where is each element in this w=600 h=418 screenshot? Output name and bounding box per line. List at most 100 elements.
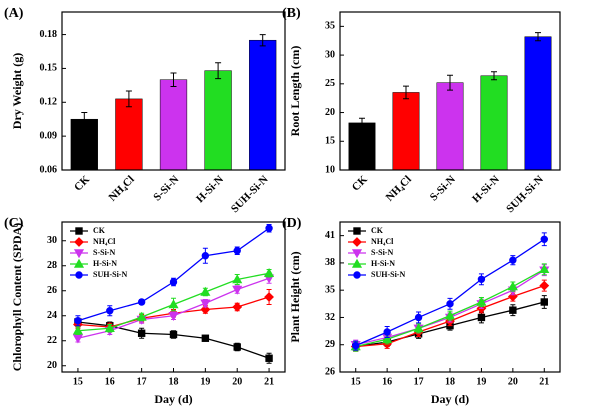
y-axis-label: Dry Weight (g): [10, 53, 24, 129]
marker: [74, 317, 82, 325]
panel: (A) Dry Weight (g) 0.06 0.09 0.12 0.15 0.18 CK N…: [4, 6, 286, 215]
marker: [383, 328, 391, 336]
marker: [509, 306, 517, 314]
marker: [137, 329, 146, 337]
x-tick-label: 18: [169, 376, 179, 387]
x-tick-label: H-Si-N: [194, 173, 226, 205]
bar: [249, 39, 277, 171]
y-tick-label: 15: [325, 136, 335, 147]
bar: [436, 82, 464, 171]
marker: [168, 299, 179, 309]
legend-label: S-Si-N: [93, 248, 115, 257]
plot-frame: [339, 11, 561, 171]
x-axis-label: Day (d): [154, 392, 192, 406]
bar: [159, 79, 188, 171]
error-bar: [215, 62, 222, 80]
error-bar: [259, 34, 266, 47]
legend-marker: [73, 249, 85, 259]
plot-frame: [61, 11, 286, 171]
error-bar: [359, 117, 365, 128]
plot-frame: [61, 221, 286, 373]
x-tick-label: NH₄Cl: [384, 173, 414, 203]
marker: [382, 334, 393, 343]
marker: [540, 298, 548, 306]
marker: [72, 334, 83, 344]
marker: [265, 354, 273, 362]
panel: (D) Plant Height (cm) 26 29 32 35 38 41 15 16 17 18…: [282, 216, 561, 406]
x-tick-label: 21: [264, 376, 274, 387]
y-tick-label: 32: [325, 312, 335, 323]
marker: [444, 310, 456, 320]
marker: [169, 278, 178, 286]
marker: [539, 280, 550, 291]
x-tick-label: 15: [73, 376, 83, 387]
legend-marker: [73, 258, 85, 268]
y-tick-label: 41: [325, 230, 335, 241]
x-tick-label: 15: [351, 376, 361, 387]
legend-marker: [353, 227, 361, 235]
marker: [136, 311, 147, 321]
panel-label: (B): [282, 6, 301, 21]
y-tick-label: 35: [325, 21, 335, 32]
legend-marker: [352, 237, 362, 247]
marker: [168, 312, 179, 321]
bar: [204, 70, 232, 171]
marker: [200, 286, 211, 296]
y-tick-label: 26: [325, 366, 335, 377]
bar: [480, 75, 508, 171]
x-tick-label: 17: [137, 376, 147, 387]
marker: [414, 313, 423, 322]
y-axis-label: Chlorophyll Content (SPDA): [10, 223, 24, 371]
legend-marker: [75, 227, 83, 235]
legend-label: H-Si-N: [371, 259, 395, 268]
marker: [413, 323, 424, 333]
marker: [509, 256, 517, 264]
error-bar: [447, 74, 453, 91]
marker: [540, 235, 548, 243]
marker: [265, 224, 273, 232]
y-tick-label: 30: [47, 235, 57, 246]
panel-label: (D): [282, 216, 302, 231]
marker: [352, 341, 360, 350]
marker: [507, 281, 518, 291]
bar: [70, 118, 98, 171]
x-tick-label: S-Si-N: [151, 173, 181, 203]
error-bar: [170, 72, 177, 87]
legend-marker: [75, 271, 83, 279]
x-tick-label: SUH-Si-N: [504, 173, 546, 215]
legend-marker: [351, 258, 363, 268]
marker: [72, 325, 83, 335]
panel: (B) Root Length (cm) 10 15 20 25 30 35 CK NH₄Cl S-…: [282, 6, 561, 215]
marker: [232, 285, 243, 295]
y-tick-label: 24: [47, 310, 57, 321]
y-tick-label: 0.15: [40, 63, 58, 74]
bar: [524, 36, 552, 171]
y-axis-label: Root Length (cm): [288, 46, 302, 137]
marker: [233, 343, 241, 351]
legend-label: NH₄Cl: [93, 237, 116, 246]
x-tick-label: 19: [476, 376, 486, 387]
x-tick-label: 17: [414, 376, 424, 387]
error-bar: [125, 90, 132, 108]
y-axis-label: Plant Height (cm): [288, 251, 302, 342]
y-tick-label: 28: [47, 260, 57, 271]
y-tick-label: 10: [325, 164, 335, 175]
marker: [200, 299, 211, 309]
marker: [446, 300, 454, 308]
marker: [232, 274, 243, 284]
marker: [264, 292, 274, 302]
legend-marker: [74, 237, 84, 247]
y-tick-label: 0.06: [40, 164, 58, 175]
marker: [104, 323, 115, 332]
x-tick-label: 21: [539, 376, 549, 387]
legend-label: S-Si-N: [371, 248, 393, 257]
y-tick-label: 29: [325, 339, 335, 350]
y-tick-label: 0.12: [40, 97, 58, 108]
y-tick-label: 22: [47, 335, 57, 346]
x-tick-label: CK: [350, 173, 370, 193]
marker: [106, 307, 114, 315]
marker: [476, 296, 487, 306]
bar: [115, 98, 143, 171]
x-tick-label: CK: [72, 173, 92, 193]
